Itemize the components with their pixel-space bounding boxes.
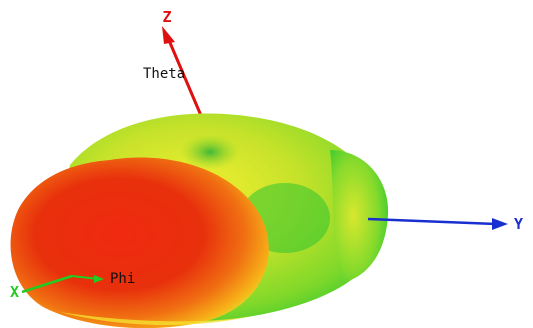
x-axis-line [21,274,73,294]
z-axis-line [166,37,207,126]
radiation-pattern-surface [10,113,389,328]
phi-label: Phi [110,271,135,287]
y-axis-label: Y [514,215,523,233]
theta-label: Theta [143,66,185,82]
y-axis-arrowhead [492,218,508,230]
z-axis-label: Z [162,8,171,26]
z-axis-arrowhead [162,26,175,44]
y-axis-line [367,217,497,226]
phi-indicator-line [71,275,99,280]
x-axis-label: X [10,283,19,301]
phi-indicator-arrowhead [94,275,104,283]
